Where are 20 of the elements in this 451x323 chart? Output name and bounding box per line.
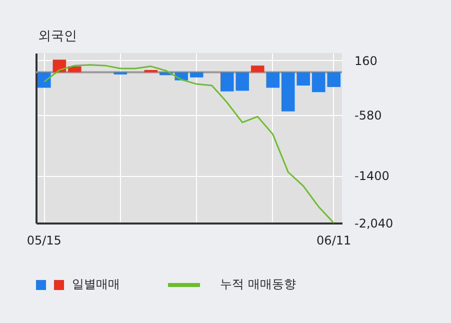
y-tick-label: 160 [354,54,378,68]
bar [327,72,340,87]
y-tick-label: -580 [354,108,382,123]
y-tick-label: -1400 [354,169,390,184]
bar [266,72,280,88]
y-tick-label: -2,040 [354,216,394,230]
line-series [43,64,335,224]
legend-label: 누적 매매동향 [220,276,296,293]
bar [38,72,51,88]
bar [296,72,310,86]
bar [281,72,295,112]
legend-label: 일별매매 [72,276,120,293]
chart-title: 외국인 [38,29,77,44]
bar [236,72,249,91]
bar [312,72,326,92]
bar [220,72,234,92]
x-tick-label: 05/15 [26,234,62,248]
bar [190,72,204,78]
x-tick-label: 06/11 [316,234,352,248]
bar [250,66,264,72]
